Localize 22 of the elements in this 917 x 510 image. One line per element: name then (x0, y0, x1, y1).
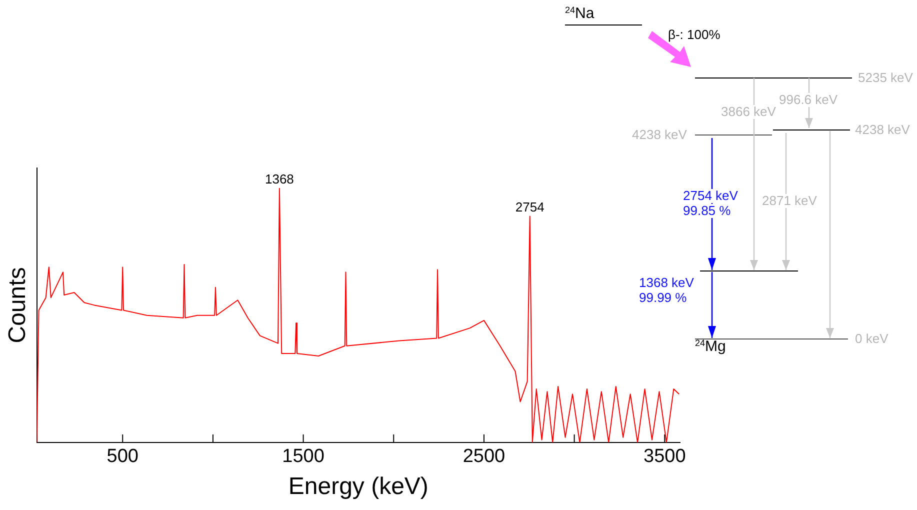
text: $^{24}$Mg (695, 338, 726, 355)
text: 0 keV (855, 331, 888, 346)
x-axis-title: Energy (keV) (288, 473, 428, 500)
text: 996.6 keV (779, 92, 838, 107)
text: 5235 keV (858, 70, 913, 85)
text: 4238 keV (632, 127, 687, 142)
y-axis-title: Counts (4, 267, 32, 344)
text: β-: 100% (668, 27, 720, 42)
text: $^{24}$Na (565, 5, 594, 22)
annotation: 2754 (515, 199, 544, 214)
x-tick-label: 1500 (282, 446, 324, 468)
text: 2754 keV (683, 188, 738, 203)
text: 99.85 % (683, 203, 731, 218)
annotation: 1368 keV (639, 275, 694, 290)
x-tick-label: 500 (106, 446, 138, 468)
x-tick-label: 3500 (644, 446, 686, 468)
annotation: 99.99 % (639, 290, 687, 305)
x-tick-label: 2500 (462, 446, 506, 468)
annotation: 1368 (264, 171, 294, 186)
text: 2871 keV (762, 193, 817, 208)
text: 3866 keV (721, 104, 776, 119)
text: 4238 keV (855, 122, 910, 137)
